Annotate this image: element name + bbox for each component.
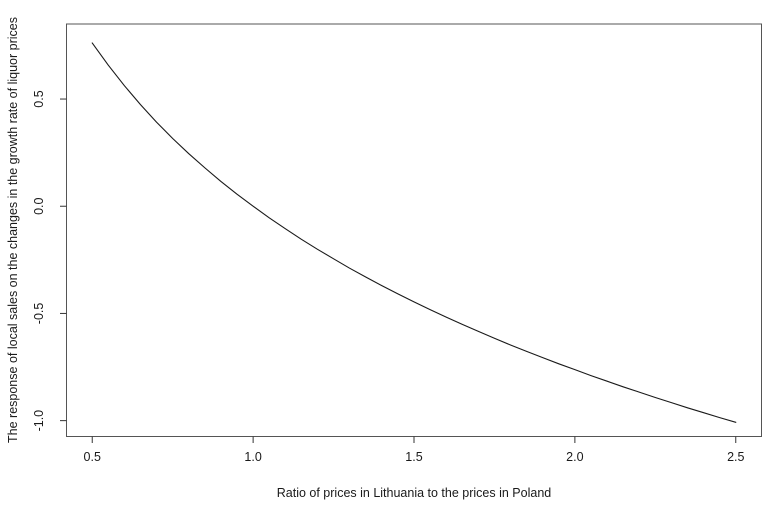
y-axis-tick-label: -1.0 (32, 410, 46, 432)
plot-frame-group (66, 23, 762, 437)
data-curve-group (91, 42, 737, 423)
x-axis-tick-label: 1.5 (405, 450, 422, 464)
plot-frame (66, 23, 762, 437)
y-axis-tick-label: 0.5 (32, 90, 46, 107)
y-axis-title: The response of local sales on the chang… (6, 17, 20, 443)
x-axis-tick-label: 0.5 (84, 450, 101, 464)
axis-ticks-group: 0.5 1.0 1.5 2.0 2.5 -1.0 -0.5 0.0 0.5 (32, 90, 744, 464)
data-curve (91, 42, 737, 423)
y-axis-tick-label: 0.0 (32, 198, 46, 215)
x-axis-tick-label: 2.5 (727, 450, 744, 464)
y-axis-tick-label: -0.5 (32, 303, 46, 325)
x-axis-tick-label: 1.0 (244, 450, 261, 464)
x-axis-title: Ratio of prices in Lithuania to the pric… (277, 486, 552, 500)
x-axis-tick-label: 2.0 (566, 450, 583, 464)
